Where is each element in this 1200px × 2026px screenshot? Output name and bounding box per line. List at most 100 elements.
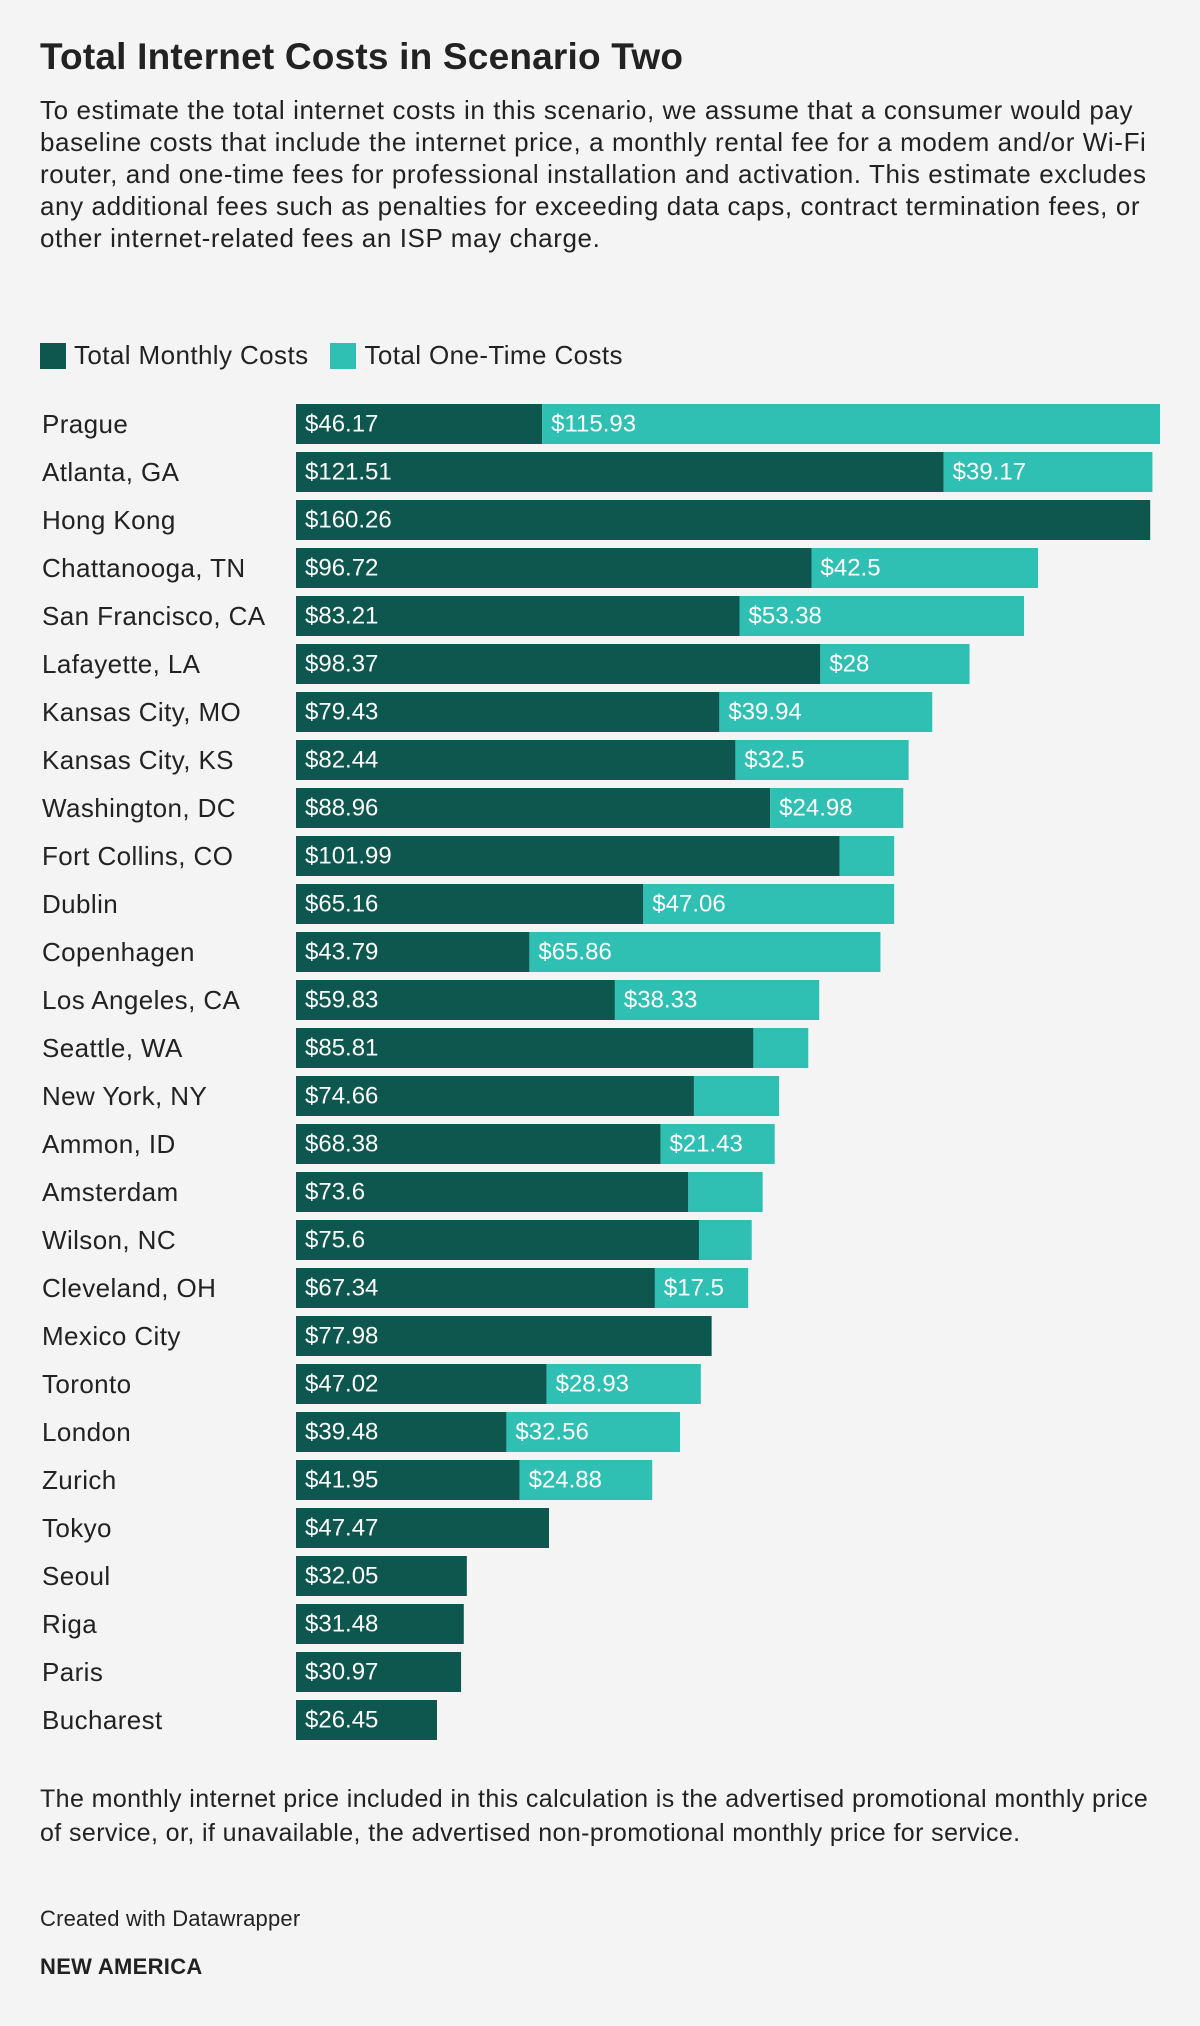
bar-monthly: [296, 836, 840, 876]
bar-monthly: [296, 1700, 437, 1740]
value-label-monthly: $39.48: [305, 1419, 378, 1446]
bar-monthly: [296, 980, 615, 1020]
bar-onetime: [811, 548, 1039, 588]
value-label-monthly: $88.96: [305, 795, 378, 822]
category-label: Paris: [42, 1657, 103, 1687]
bar-monthly: [296, 500, 1151, 540]
bar-monthly: [296, 548, 812, 588]
bar-monthly: [296, 1556, 467, 1596]
value-label-onetime: $28: [829, 651, 869, 678]
bar-monthly: [296, 932, 530, 972]
bar-onetime: [943, 452, 1153, 492]
legend: Total Monthly Costs Total One-Time Costs: [40, 340, 645, 371]
value-label-onetime: $47.06: [652, 891, 725, 918]
value-label-monthly: $59.83: [305, 987, 378, 1014]
value-label-onetime: $32.5: [744, 747, 804, 774]
category-label: Washington, DC: [42, 793, 236, 823]
category-label: Hong Kong: [42, 505, 176, 535]
bar-onetime: [753, 1028, 809, 1068]
value-label-monthly: $85.81: [305, 1035, 378, 1062]
value-label-onetime: $39.17: [953, 459, 1026, 486]
category-label: Mexico City: [42, 1321, 181, 1351]
bar-onetime: [719, 692, 933, 732]
value-label-monthly: $74.66: [305, 1083, 378, 1110]
value-label-monthly: $96.72: [305, 555, 378, 582]
value-label-monthly: $47.47: [305, 1515, 378, 1542]
bar-monthly: [296, 1508, 550, 1548]
value-label-monthly: $32.05: [305, 1563, 378, 1590]
bar-monthly: [296, 1652, 462, 1692]
value-label-onetime: $17.5: [664, 1275, 724, 1302]
bar-monthly: [296, 1124, 661, 1164]
bar-monthly: [296, 452, 944, 492]
bar-monthly: [296, 644, 821, 684]
bar-onetime: [688, 1172, 763, 1212]
bar-onetime: [693, 1076, 780, 1116]
category-label: Tokyo: [42, 1513, 112, 1543]
value-label-monthly: $30.97: [305, 1659, 378, 1686]
bar-monthly: [296, 1172, 689, 1212]
value-label-monthly: $98.37: [305, 651, 378, 678]
value-label-monthly: $47.02: [305, 1371, 378, 1398]
value-label-monthly: $82.44: [305, 747, 378, 774]
bar-monthly: [296, 692, 720, 732]
category-label: London: [42, 1417, 131, 1447]
value-label-onetime: $38.33: [624, 987, 697, 1014]
value-label-onetime: $42.5: [821, 555, 881, 582]
bar-onetime: [506, 1412, 680, 1452]
category-label: Dublin: [42, 889, 118, 919]
category-label: Amsterdam: [42, 1177, 179, 1207]
legend-swatch-monthly: [40, 342, 66, 369]
bar-monthly: [296, 1028, 754, 1068]
category-label: Bucharest: [42, 1705, 163, 1735]
category-label: Seoul: [42, 1561, 111, 1591]
bar-monthly: [296, 404, 543, 444]
value-label-onetime: $21.43: [669, 1131, 742, 1158]
category-label: Fort Collins, CO: [42, 841, 233, 871]
value-label-onetime: $39.94: [728, 699, 801, 726]
value-label-monthly: $41.95: [305, 1467, 378, 1494]
category-label: Zurich: [42, 1465, 117, 1495]
bar-monthly: [296, 1076, 694, 1116]
value-label-monthly: $73.6: [305, 1179, 365, 1206]
value-label-monthly: $101.99: [305, 843, 392, 870]
bar-onetime: [542, 404, 1160, 444]
bar-onetime: [770, 788, 904, 828]
bar-onetime: [654, 1268, 749, 1308]
bar-chart: Prague $46.17 $115.93 Atlanta, GA $121.51 $39…: [42, 404, 1160, 1740]
value-label-onetime: $24.98: [779, 795, 852, 822]
bar-monthly: [296, 1412, 507, 1452]
value-label-onetime: $115.93: [551, 411, 636, 438]
value-label-monthly: $68.38: [305, 1131, 378, 1158]
credit-line: Created with Datawrapper: [40, 1906, 301, 1931]
category-label: New York, NY: [42, 1081, 207, 1111]
category-label: Lafayette, LA: [42, 649, 201, 679]
bar-monthly: [296, 596, 740, 636]
bar-monthly: [296, 1364, 547, 1404]
category-label: Los Angeles, CA: [42, 985, 240, 1015]
brand-logo-text: NEW AMERICA: [40, 1954, 203, 1979]
bar-onetime: [735, 740, 909, 780]
bar-monthly: [296, 788, 771, 828]
bar-onetime: [614, 980, 820, 1020]
value-label-monthly: $77.98: [305, 1323, 378, 1350]
category-label: Chattanooga, TN: [42, 553, 246, 583]
value-label-monthly: $160.26: [305, 507, 392, 534]
bar-monthly: [296, 1220, 699, 1260]
value-label-monthly: $121.51: [305, 459, 392, 486]
category-label: Kansas City, MO: [42, 697, 241, 727]
category-label: San Francisco, CA: [42, 601, 266, 631]
category-label: Prague: [42, 409, 128, 439]
legend-label-onetime: Total One-Time Costs: [364, 340, 623, 370]
value-label-monthly: $79.43: [305, 699, 378, 726]
bar-monthly: [296, 1604, 464, 1644]
bar-onetime: [820, 644, 970, 684]
category-label: Seattle, WA: [42, 1033, 183, 1063]
value-label-onetime: $32.56: [515, 1419, 588, 1446]
value-label-monthly: $46.17: [305, 411, 378, 438]
category-label: Cleveland, OH: [42, 1273, 216, 1303]
category-label: Atlanta, GA: [42, 457, 180, 487]
bar-onetime: [739, 596, 1025, 636]
value-label-onetime: $53.38: [749, 603, 822, 630]
bar-onetime: [546, 1364, 701, 1404]
